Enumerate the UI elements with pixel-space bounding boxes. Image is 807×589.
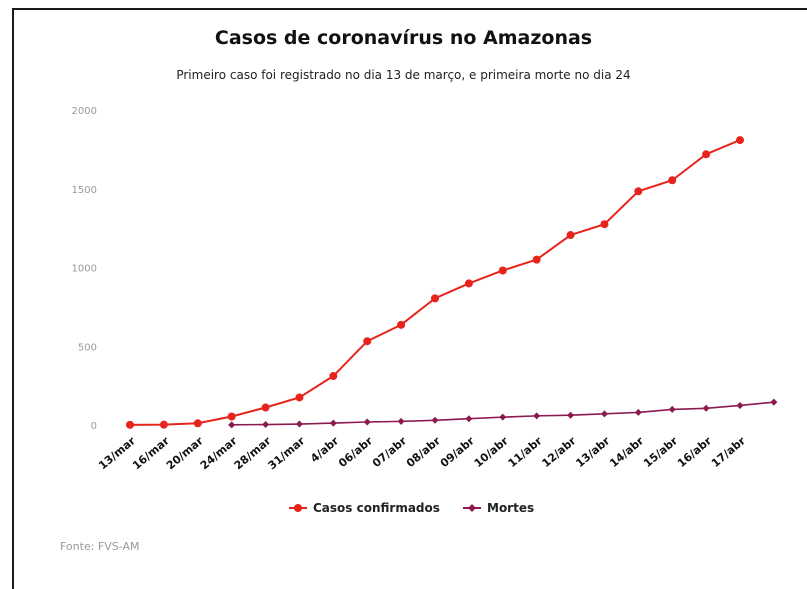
data-point-casos [329, 372, 338, 381]
data-point-mortes [329, 419, 337, 427]
data-point-mortes [431, 416, 439, 424]
x-tick-label: 11/abr [506, 434, 545, 470]
data-point-mortes [499, 413, 507, 421]
data-point-casos [227, 412, 236, 421]
legend-label-mortes: Mortes [487, 501, 534, 515]
x-tick-label: 20/mar [164, 434, 206, 472]
data-point-casos [126, 420, 134, 429]
x-tick-label: 09/abr [438, 434, 477, 470]
chart-title: Casos de coronavírus no Amazonas [214, 27, 593, 49]
data-point-casos [193, 419, 202, 428]
series-line-mortes [231, 401, 774, 426]
data-point-casos [295, 393, 304, 402]
data-point-mortes [363, 418, 371, 426]
x-tick-label: 10/abr [472, 434, 511, 470]
x-tick-label: 06/abr [336, 434, 375, 470]
data-point-mortes [262, 421, 270, 429]
plot-area [126, 136, 778, 429]
y-tick-label: 1500 [72, 185, 97, 196]
data-point-mortes [533, 412, 541, 420]
data-point-mortes [736, 401, 744, 409]
x-tick-label: 12/abr [539, 434, 578, 470]
data-point-mortes [634, 408, 642, 416]
legend-marker-mortes [468, 504, 476, 512]
x-tick-label: 31/mar [266, 434, 308, 472]
x-tick-label: 17/abr [709, 434, 748, 470]
data-point-casos [159, 420, 168, 429]
legend-marker-casos [294, 504, 302, 512]
chart-frame [12, 8, 807, 589]
data-point-casos [363, 337, 372, 346]
data-point-casos [532, 255, 541, 264]
data-point-mortes [702, 404, 710, 412]
x-tick-label: 13/abr [573, 434, 612, 470]
data-point-casos [397, 320, 406, 329]
legend-label-casos: Casos confirmados [313, 501, 440, 515]
x-tick-label: 28/mar [232, 434, 274, 472]
x-tick-label: 16/mar [130, 434, 172, 472]
x-tick-label: 13/mar [96, 434, 138, 472]
data-point-casos [634, 187, 643, 196]
data-point-casos [261, 403, 270, 412]
x-tick-label: 24/mar [198, 434, 240, 472]
data-point-mortes [600, 410, 608, 418]
data-point-casos [668, 176, 677, 185]
data-point-mortes [668, 405, 676, 413]
chart-subtitle: Primeiro caso foi registrado no dia 13 d… [176, 68, 631, 82]
y-axis: 0 500 1000 1500 2000 [72, 106, 97, 432]
data-point-mortes [295, 420, 303, 428]
x-tick-label: 14/abr [607, 434, 646, 470]
data-point-mortes [397, 417, 405, 425]
x-tick-label: 07/abr [370, 434, 409, 470]
x-tick-label: 16/abr [675, 434, 714, 470]
data-point-casos [431, 294, 439, 303]
data-point-casos [702, 150, 711, 159]
data-point-mortes [770, 398, 778, 406]
x-tick-label: 08/abr [404, 434, 443, 470]
y-tick-label: 1000 [72, 264, 97, 275]
data-point-casos [498, 266, 507, 275]
y-tick-label: 500 [78, 342, 97, 353]
y-tick-label: 0 [91, 421, 97, 432]
y-tick-label: 2000 [72, 106, 97, 117]
data-point-casos [736, 136, 744, 145]
x-tick-label: 15/abr [641, 434, 680, 470]
data-point-mortes [465, 415, 473, 423]
data-point-mortes [228, 421, 236, 429]
data-point-mortes [567, 411, 575, 419]
legend: Casos confirmados Mortes [289, 501, 534, 515]
data-point-casos [566, 231, 575, 240]
source-note: Fonte: FVS-AM [60, 540, 140, 553]
data-point-casos [464, 279, 473, 288]
data-point-casos [600, 220, 609, 229]
series-line-casos [129, 139, 741, 426]
